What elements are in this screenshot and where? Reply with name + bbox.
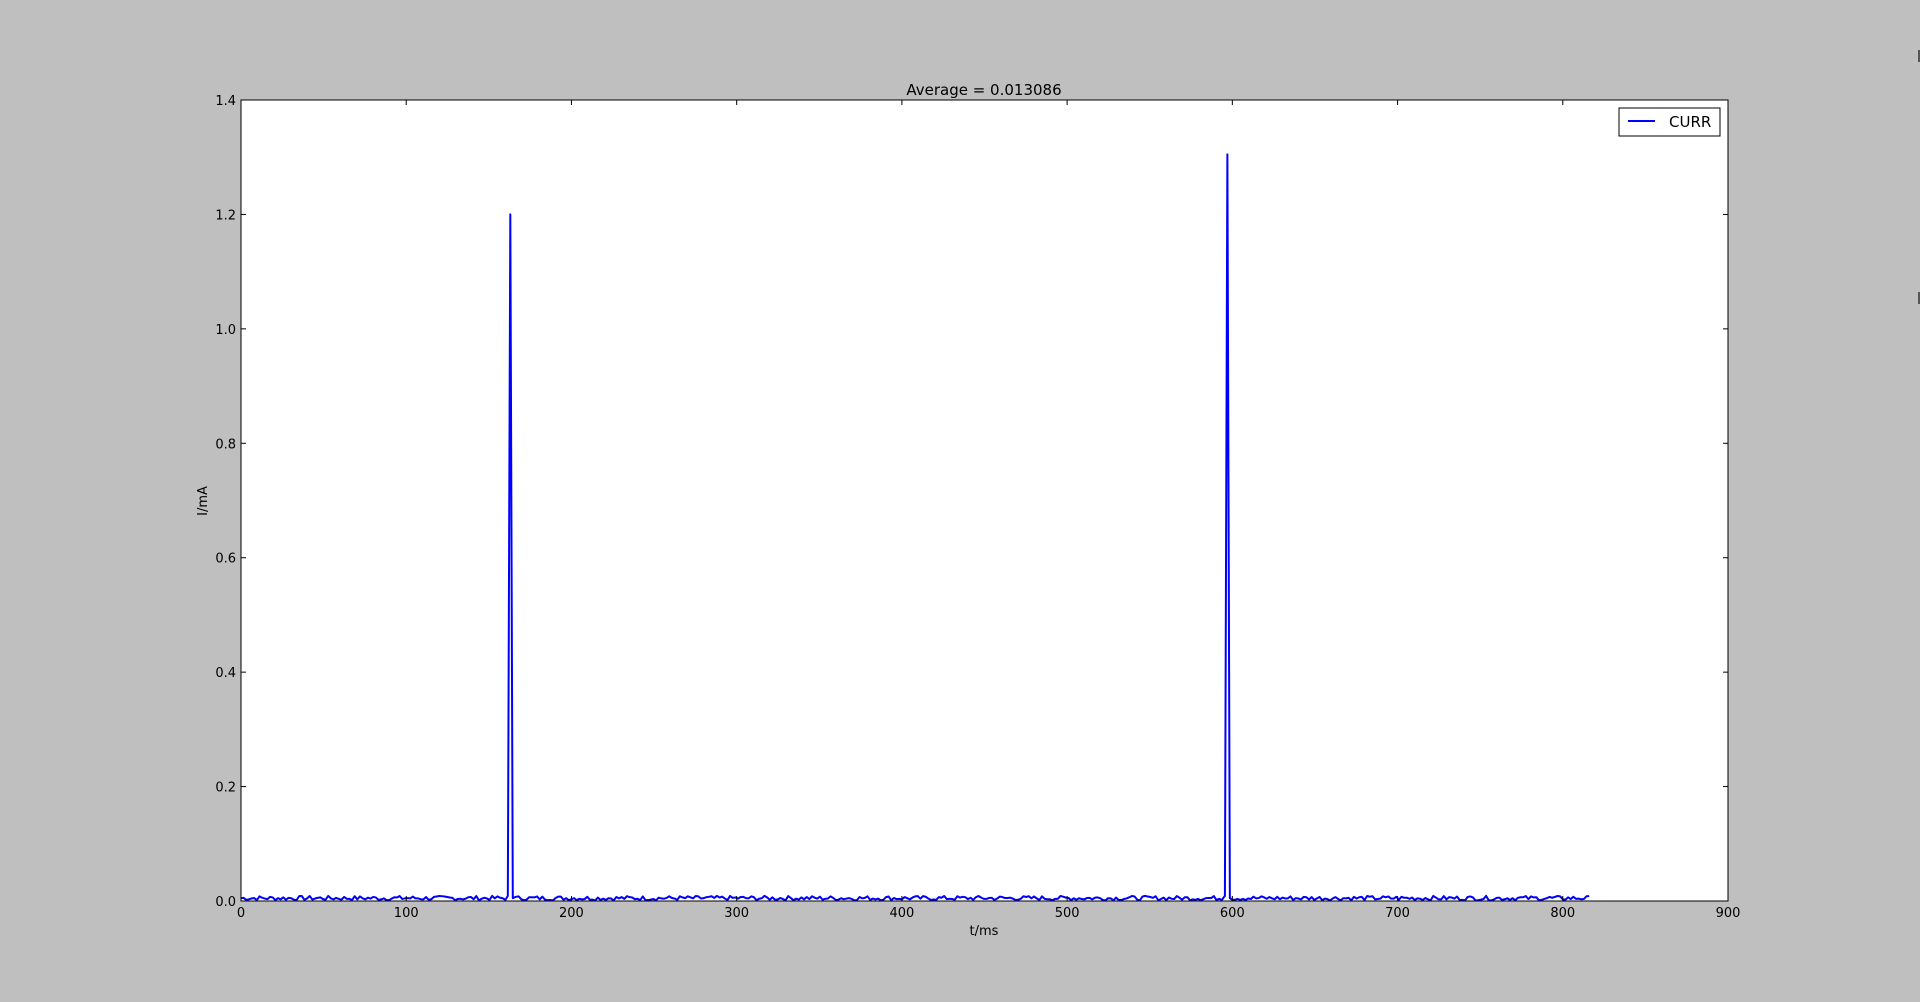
legend: CURR (1618, 107, 1721, 137)
legend-label: CURR (1669, 113, 1711, 131)
y-tick-label: 1.0 (215, 323, 236, 338)
x-tick-label: 200 (559, 906, 584, 921)
x-tick-label: 0 (237, 906, 245, 921)
tick-layer: 0 100 200 300 400 500 600 700 800 900 0.0 0.2 0.4 0.6… (215, 94, 1740, 921)
x-tick-label: 500 (1055, 906, 1080, 921)
y-tick-label: 0.6 (215, 552, 236, 567)
series-line-curr (240, 153, 1590, 902)
y-tick-label: 0.8 (215, 437, 236, 452)
right-edge-mark-top (1918, 50, 1920, 62)
x-tick-label: 400 (889, 906, 914, 921)
series-layer (240, 153, 1590, 902)
legend-box (1618, 107, 1721, 137)
plot-area (241, 100, 1728, 901)
x-tick-label: 100 (394, 906, 419, 921)
x-tick-label: 900 (1716, 906, 1741, 921)
y-tick-label: 0.2 (215, 781, 236, 796)
y-tick-label: 1.4 (215, 94, 236, 109)
right-edge-mark-bottom (1918, 292, 1920, 304)
y-tick-label: 0.4 (215, 666, 236, 681)
y-tick-label: 1.2 (215, 208, 236, 223)
x-tick-label: 300 (724, 906, 749, 921)
axes-frame (240, 99, 1729, 902)
y-axis-label: I/mA (196, 486, 211, 516)
x-axis-label: t/ms (970, 924, 999, 939)
x-tick-label: 800 (1550, 906, 1575, 921)
chart-title: Average = 0.013086 (906, 81, 1061, 99)
x-tick-label: 600 (1220, 906, 1245, 921)
x-tick-label: 700 (1385, 906, 1410, 921)
y-tick-label: 0.0 (215, 895, 236, 910)
